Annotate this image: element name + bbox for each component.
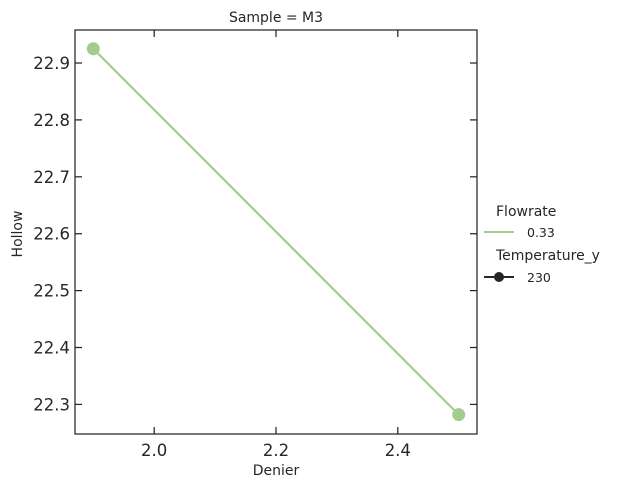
x-tick-label: 2.2 bbox=[263, 441, 289, 460]
chart-title: Sample = M3 bbox=[229, 10, 323, 26]
legend-hue-entry: 0.33 bbox=[527, 225, 555, 240]
y-tick-label: 22.3 bbox=[33, 395, 70, 414]
y-axis-label: Hollow bbox=[10, 211, 26, 258]
y-tick-label: 22.8 bbox=[33, 111, 70, 130]
x-axis-label: Denier bbox=[253, 463, 300, 479]
legend-style-title: Temperature_y bbox=[495, 248, 600, 264]
y-tick-label: 22.4 bbox=[33, 339, 70, 358]
legend-marker-sample bbox=[494, 272, 504, 282]
x-axis: 2.0 2.2 2.4 bbox=[141, 30, 411, 460]
data-point bbox=[452, 408, 466, 422]
legend: Flowrate 0.33 Temperature_y 230 bbox=[484, 204, 600, 285]
legend-style-entry: 230 bbox=[527, 270, 551, 285]
y-tick-label: 22.6 bbox=[33, 225, 70, 244]
x-tick-label: 2.0 bbox=[141, 441, 167, 460]
y-axis: 22.3 22.4 22.5 22.6 22.7 22.8 22.9 bbox=[33, 54, 477, 414]
data-point bbox=[86, 42, 100, 56]
y-tick-label: 22.5 bbox=[33, 282, 70, 301]
y-tick-label: 22.9 bbox=[33, 54, 70, 73]
y-tick-label: 22.7 bbox=[33, 168, 70, 187]
legend-hue-title: Flowrate bbox=[496, 204, 556, 220]
series-line bbox=[92, 48, 460, 416]
plot-area bbox=[86, 42, 466, 422]
x-tick-label: 2.4 bbox=[385, 441, 411, 460]
